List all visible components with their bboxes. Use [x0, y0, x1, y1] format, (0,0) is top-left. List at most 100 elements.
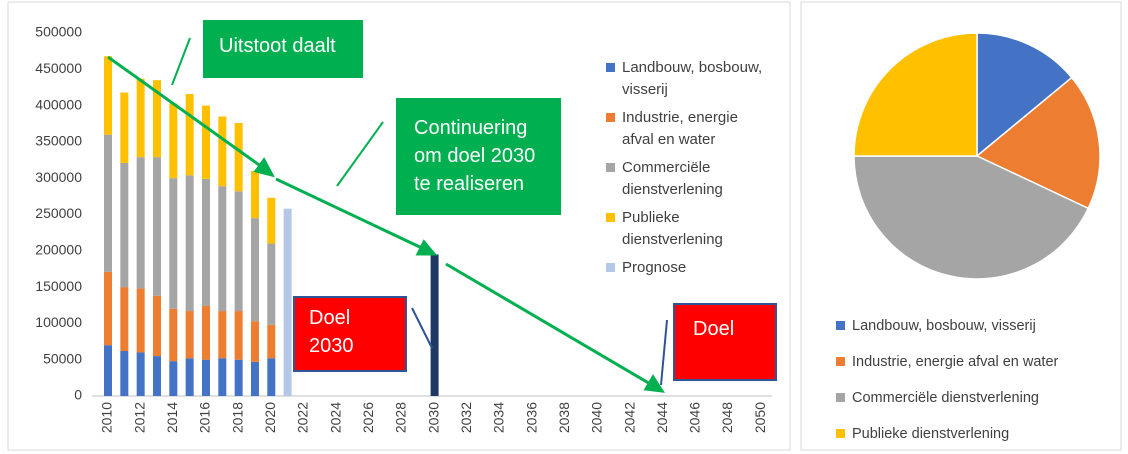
pie-slice [975, 76, 1101, 210]
x-tick-label: 2020 [262, 402, 278, 433]
bar [169, 178, 178, 309]
annotation: Doel [673, 303, 777, 381]
bar [267, 243, 276, 325]
bar-plot: 0 50000 100000 150000 200000 250000 300000 3500… [35, 24, 772, 433]
bar [136, 288, 145, 353]
x-tick-label: 2044 [654, 402, 670, 433]
callout [171, 37, 191, 86]
arrow-head [415, 239, 438, 256]
legend-item: Commerciële dienstverlening [836, 383, 1126, 413]
x-tick-label: 2012 [131, 402, 147, 433]
x-tick-label: 2048 [719, 402, 735, 433]
y-tick-label: 500000 [35, 24, 82, 40]
bar [136, 157, 145, 289]
legend-swatch [836, 357, 845, 366]
bar [250, 361, 259, 396]
bar [152, 295, 161, 357]
pie-slice [853, 155, 1090, 280]
bar [267, 358, 276, 396]
bar [201, 178, 210, 306]
x-tick-label: 2016 [197, 402, 213, 433]
legend-item: Prognose [606, 257, 766, 279]
bar [218, 311, 227, 359]
y-tick-label: 450000 [35, 60, 82, 76]
legend-item: Landbouw, bosbouw, visserij [606, 57, 766, 101]
annotation: Doel 2030 [293, 296, 407, 372]
y-tick-label: 150000 [35, 278, 82, 294]
legend-label: Landbouw, bosbouw, visserij [852, 318, 1036, 334]
bar [218, 358, 227, 396]
bar [430, 254, 439, 396]
x-tick-label: 2036 [523, 402, 539, 433]
bar [104, 345, 112, 396]
arrow-line [445, 262, 653, 387]
x-tick-label: 2024 [327, 402, 343, 433]
legend-swatch [606, 163, 615, 172]
legend-swatch [606, 213, 615, 222]
y-tick-label: 50000 [43, 350, 82, 366]
bar [218, 116, 227, 187]
legend-item: Publieke dienstverlening [836, 419, 1126, 449]
legend-swatch [606, 263, 615, 272]
bar [169, 103, 178, 179]
bar [185, 311, 194, 359]
legend-label: Industrie, energie afval en water [622, 109, 738, 148]
arrow-head [253, 157, 275, 178]
bar [185, 93, 194, 176]
legend-label: Commerciële dienstverlening [852, 390, 1039, 406]
bar [120, 287, 129, 351]
x-tick-label: 2022 [295, 402, 311, 433]
y-tick-label: 250000 [35, 205, 82, 221]
bar [185, 358, 194, 396]
bar [267, 324, 276, 359]
legend-swatch [836, 429, 845, 438]
annotation: Continuering om doel 2030 te realiseren [396, 98, 561, 215]
bar [152, 80, 161, 158]
legend-label: Prognose [622, 259, 687, 276]
legend-swatch [836, 393, 845, 402]
y-tick-label: 300000 [35, 169, 82, 185]
bar [283, 208, 292, 396]
bar [234, 191, 243, 312]
bar [201, 359, 210, 396]
callout [411, 307, 433, 349]
bar [169, 361, 178, 396]
legend-item: Publieke dienstverlening [606, 207, 766, 251]
y-tick-label: 0 [74, 387, 82, 403]
x-tick-label: 2010 [99, 402, 115, 433]
legend-swatch [606, 113, 615, 122]
bar [234, 359, 243, 396]
y-tick-label: 100000 [35, 314, 82, 330]
legend-label: Commerciële dienstverlening [622, 159, 723, 198]
legend-item: Industrie, energie afval en water [836, 347, 1126, 377]
pie-legend: Landbouw, bosbouw, visserij Industrie, en… [836, 311, 1126, 454]
legend-label: Publieke dienstverlening [622, 209, 723, 248]
bar [234, 123, 243, 192]
y-tick-label: 350000 [35, 133, 82, 149]
arrow-line [107, 55, 263, 169]
x-tick-label: 2040 [589, 402, 605, 433]
callout [660, 319, 668, 386]
x-tick-label: 2046 [687, 402, 703, 433]
x-tick-label: 2014 [164, 402, 180, 433]
bar [234, 311, 243, 360]
pie-slice [853, 32, 978, 157]
x-tick-label: 2042 [621, 402, 637, 433]
bar [120, 350, 129, 396]
legend-label: Industrie, energie afval en water [852, 354, 1059, 370]
legend-label: Landbouw, bosbouw, visserij [622, 59, 763, 98]
bar [152, 157, 161, 296]
bar [136, 78, 145, 158]
bar [185, 175, 194, 312]
x-tick-label: 2018 [229, 402, 245, 433]
x-tick-label: 2032 [458, 402, 474, 433]
bar-legend: Landbouw, bosbouw, visserij Industrie, en… [606, 57, 766, 285]
bar [120, 162, 129, 288]
bar [250, 170, 259, 219]
x-tick-label: 2030 [425, 402, 441, 433]
bar [120, 92, 129, 163]
bar-panel [7, 1, 791, 451]
pie-panel [800, 1, 1122, 451]
